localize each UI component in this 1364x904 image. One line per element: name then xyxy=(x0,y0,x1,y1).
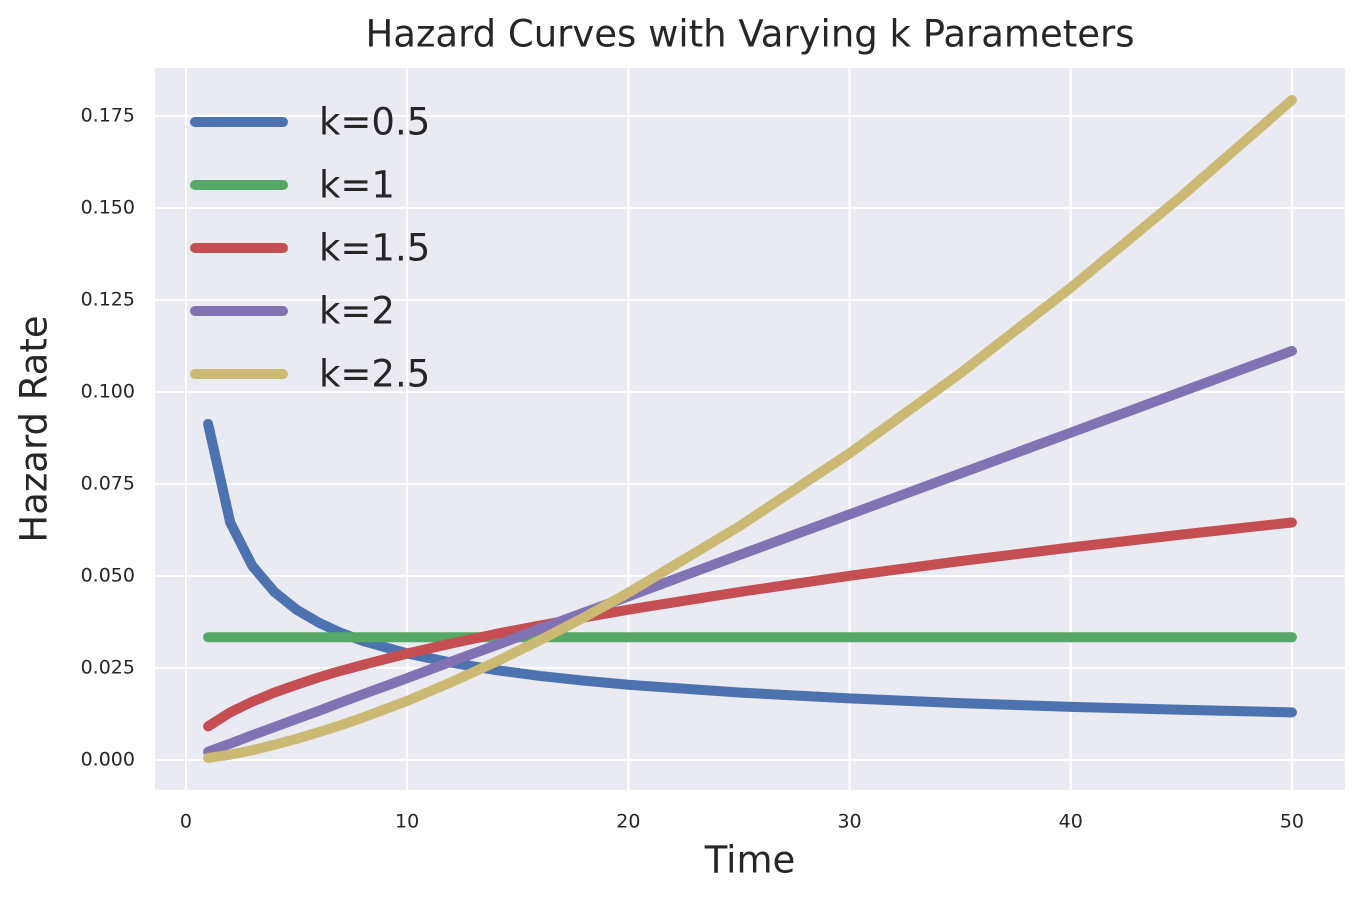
y-tick-label: 0.175 xyxy=(81,104,135,126)
legend-label: k=2.5 xyxy=(319,353,430,396)
legend-label: k=2 xyxy=(319,290,395,333)
line-series xyxy=(203,95,1297,763)
y-tick-label: 0.100 xyxy=(81,380,135,402)
line-series xyxy=(203,517,1297,732)
legend-label: k=1 xyxy=(319,164,395,207)
line-series xyxy=(203,418,1297,718)
x-tick-label: 40 xyxy=(1059,811,1083,833)
chart-title: Hazard Curves with Varying k Parameters xyxy=(365,13,1134,56)
y-axis-label: Hazard Rate xyxy=(13,315,56,542)
y-tick-label: 0.000 xyxy=(81,748,135,770)
x-tick-label: 0 xyxy=(180,811,192,833)
x-axis-label: Time xyxy=(704,839,796,882)
legend-label: k=1.5 xyxy=(319,227,430,270)
x-tick-label: 10 xyxy=(395,811,419,833)
y-tick-label: 0.025 xyxy=(81,656,135,678)
legend-label: k=0.5 xyxy=(319,101,430,144)
y-tick-label: 0.150 xyxy=(81,196,135,218)
x-tick-label: 20 xyxy=(616,811,640,833)
x-tick-label: 30 xyxy=(837,811,861,833)
y-tick-label: 0.050 xyxy=(81,564,135,586)
y-tick-label: 0.075 xyxy=(81,472,135,494)
line-series xyxy=(203,345,1297,757)
y-tick-label: 0.125 xyxy=(81,288,135,310)
x-tick-label: 50 xyxy=(1280,811,1304,833)
